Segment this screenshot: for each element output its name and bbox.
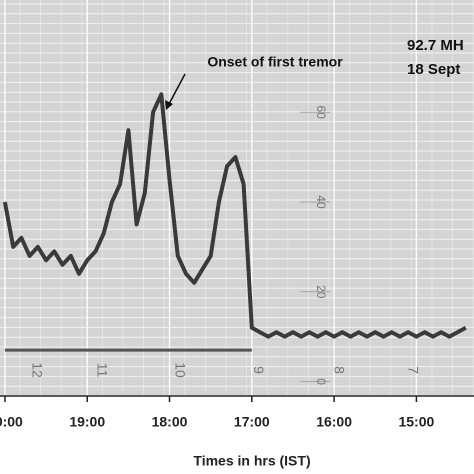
y-tick-label: 0 (314, 378, 328, 385)
annotation-arrow (168, 73, 186, 105)
paper-label: 7 (406, 366, 422, 374)
x-tick-label: 17:00 (234, 414, 270, 430)
paper-label: 8 (332, 366, 348, 374)
y-tick-label: 20 (314, 285, 328, 299)
trace-line (2, 92, 467, 339)
paper-label: 11 (95, 363, 111, 378)
paper-label: 12 (30, 362, 46, 378)
x-tick-label: 15:00 (398, 414, 434, 430)
chart-paper (0, 0, 474, 395)
paper-label: 10 (173, 362, 189, 378)
plot-area (2, 92, 467, 352)
annotation-arrowhead (165, 100, 173, 110)
x-tick-label: 19:00 (69, 414, 105, 430)
x-axis-label: Times in hrs (IST) (193, 453, 310, 469)
x-tick-label: 20:00 (0, 414, 23, 430)
paper-label: 9 (251, 366, 267, 374)
x-tick-label: 18:00 (152, 414, 188, 430)
y-tick-label: 60 (314, 106, 328, 120)
paper-grid (0, 0, 474, 395)
chart-title: 18 Sept (407, 61, 460, 78)
annotation: Onset of first tremor (207, 54, 343, 70)
chart-title: 92.7 MH (407, 37, 464, 54)
x-tick-label: 16:00 (316, 414, 352, 430)
y-tick-label: 40 (314, 195, 328, 209)
